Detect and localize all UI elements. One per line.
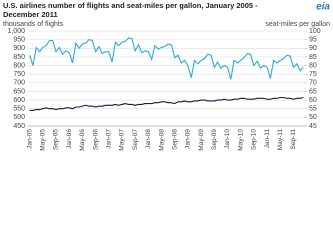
y-tick-label: 900 <box>13 45 25 52</box>
y2-tick-label: 90 <box>309 45 317 52</box>
y-tick-label: 1,000 <box>7 28 25 35</box>
y2-tick-label: 70 <box>309 80 317 87</box>
series-line <box>29 37 304 80</box>
logo: eia <box>316 2 330 13</box>
chart: U.S. airlines number of flights and seat… <box>3 1 330 151</box>
y-tick-label: 500 <box>13 114 25 121</box>
chart-title: U.S. airlines number of flights and seat… <box>3 1 258 10</box>
y-tick-label: 600 <box>13 97 25 104</box>
x-tick-label: May-11 <box>277 129 284 151</box>
y2-tick-label: 95 <box>309 36 317 43</box>
x-tick-label: May-10 <box>237 129 244 151</box>
y-tick-label: 650 <box>13 88 25 95</box>
y2-tick-label: 75 <box>309 71 317 78</box>
y-tick-label: 950 <box>13 36 25 43</box>
x-tick-label: Jan-11 <box>264 129 271 149</box>
x-tick-label: Jan-08 <box>145 129 152 149</box>
x-tick-label: Sep-06 <box>92 129 99 150</box>
x-tick-label: Sep-07 <box>132 129 139 150</box>
x-tick-label: Sep-10 <box>251 129 258 150</box>
x-tick-label: May-08 <box>158 129 165 151</box>
y2-tick-label: 60 <box>309 97 317 104</box>
x-tick-label: May-06 <box>79 129 86 151</box>
x-tick-label: Sep-09 <box>211 129 218 150</box>
y2-tick-label: 45 <box>309 123 317 130</box>
y-tick-label: 700 <box>13 80 25 87</box>
y2-tick-label: 100 <box>309 28 321 35</box>
y2-tick-label: 80 <box>309 62 317 69</box>
y2-tick-label: 65 <box>309 88 317 95</box>
series-line <box>29 96 304 111</box>
x-tick-label: May-05 <box>40 129 47 151</box>
y2-axis-label: seat-miles per gallon <box>265 21 330 28</box>
y-tick-label: 450 <box>13 123 25 130</box>
x-tick-label: May-09 <box>198 129 205 151</box>
x-tick-label: Jan-06 <box>66 129 73 149</box>
y-tick-label: 850 <box>13 54 25 61</box>
y2-tick-label: 85 <box>309 54 317 61</box>
x-tick-label: Jan-10 <box>224 129 231 149</box>
chart-title-line2: December 2011 <box>3 10 58 19</box>
x-tick-label: Sep-05 <box>53 129 60 150</box>
x-tick-label: Jan-05 <box>26 129 33 149</box>
y2-tick-label: 50 <box>309 114 317 121</box>
y2-tick-label: 55 <box>309 106 317 113</box>
x-tick-label: Jan-09 <box>185 129 192 149</box>
y-tick-label: 800 <box>13 62 25 69</box>
y-tick-label: 550 <box>13 106 25 113</box>
y-axis-label: thousands of flights <box>3 21 64 28</box>
y-tick-label: 750 <box>13 71 25 78</box>
x-tick-label: May-07 <box>119 129 126 151</box>
x-tick-label: Sep-11 <box>290 129 297 150</box>
x-tick-label: Sep-08 <box>171 129 178 150</box>
x-tick-label: Jan-07 <box>106 129 113 149</box>
